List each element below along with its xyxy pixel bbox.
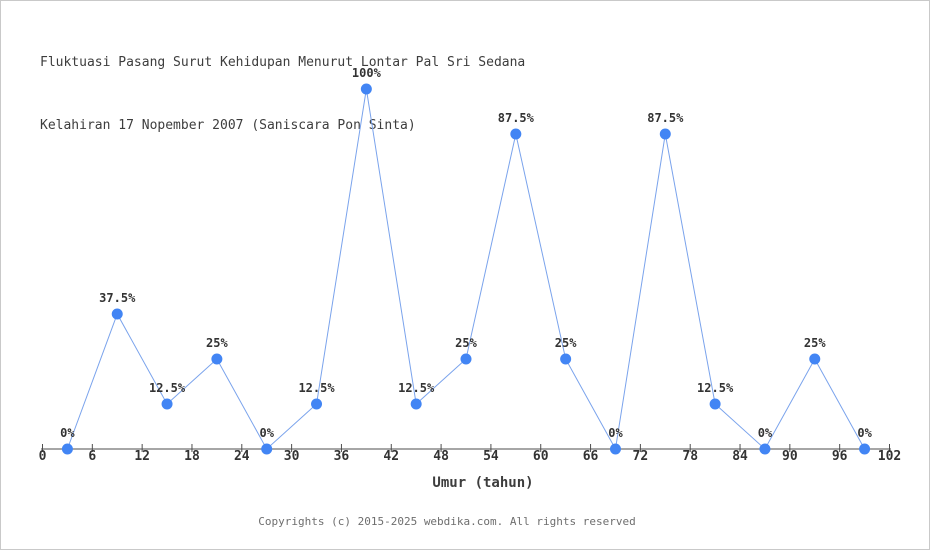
data-point-marker — [311, 398, 323, 410]
data-point-marker — [460, 353, 472, 365]
x-tick-label: 90 — [782, 449, 798, 464]
data-point-label: 12.5% — [298, 381, 335, 395]
x-tick-label: 72 — [633, 449, 649, 464]
data-point-label: 87.5% — [498, 111, 535, 125]
x-tick-label: 54 — [483, 449, 499, 464]
data-point-marker — [709, 398, 721, 410]
data-point-marker — [410, 398, 422, 410]
data-point-label: 0% — [608, 426, 623, 440]
data-point-label: 0% — [758, 426, 773, 440]
x-tick-label: 0 — [39, 449, 47, 464]
x-tick-label: 78 — [682, 449, 698, 464]
data-point-label: 12.5% — [398, 381, 435, 395]
data-point-label: 0% — [60, 426, 75, 440]
data-point-marker — [211, 353, 223, 365]
x-tick-label: 48 — [433, 449, 449, 464]
x-tick-label: 60 — [533, 449, 549, 464]
series-line — [66, 88, 866, 451]
data-point-label: 12.5% — [697, 381, 734, 395]
data-point-label: 25% — [555, 336, 577, 350]
data-point-label: 25% — [804, 336, 826, 350]
copyright-text: Copyrights (c) 2015-2025 webdika.com. Al… — [258, 515, 636, 528]
data-point-marker — [510, 128, 522, 140]
data-point-marker — [61, 443, 73, 455]
data-point-marker — [809, 353, 821, 365]
x-tick-label: 36 — [334, 449, 350, 464]
data-point-marker — [261, 443, 273, 455]
x-tick-label: 96 — [832, 449, 848, 464]
chart-title-line-1: Fluktuasi Pasang Surut Kehidupan Menurut… — [40, 55, 526, 70]
data-point-marker — [560, 353, 572, 365]
data-point-marker — [161, 398, 173, 410]
x-axis-title: Umur (tahun) — [432, 475, 534, 491]
chart-title-line-2: Kelahiran 17 Nopember 2007 (Saniscara Po… — [40, 118, 416, 133]
x-tick-label: 12 — [134, 449, 150, 464]
chart-title: Fluktuasi Pasang Surut Kehidupan Menurut… — [40, 10, 525, 178]
data-point-label: 0% — [857, 426, 872, 440]
data-point-label: 25% — [455, 336, 477, 350]
x-tick-label: 6 — [88, 449, 96, 464]
data-point-label: 12.5% — [149, 381, 186, 395]
data-point-marker — [759, 443, 771, 455]
data-point-label: 25% — [206, 336, 228, 350]
data-point-label: 100% — [352, 66, 382, 80]
x-tick-label: 42 — [383, 449, 399, 464]
x-tick-label: 18 — [184, 449, 200, 464]
x-tick-label: 24 — [234, 449, 250, 464]
x-tick-label: 30 — [284, 449, 300, 464]
data-point-label: 87.5% — [647, 111, 684, 125]
data-point-label: 0% — [259, 426, 274, 440]
data-point-marker — [111, 308, 123, 320]
x-tick-label: 84 — [732, 449, 748, 464]
data-point-marker — [659, 128, 671, 140]
x-tick-label: 66 — [583, 449, 599, 464]
data-point-label: 37.5% — [99, 291, 136, 305]
data-point-marker — [609, 443, 621, 455]
data-point-marker — [859, 443, 871, 455]
data-point-marker — [360, 83, 372, 95]
x-tick-label: 102 — [878, 449, 901, 464]
